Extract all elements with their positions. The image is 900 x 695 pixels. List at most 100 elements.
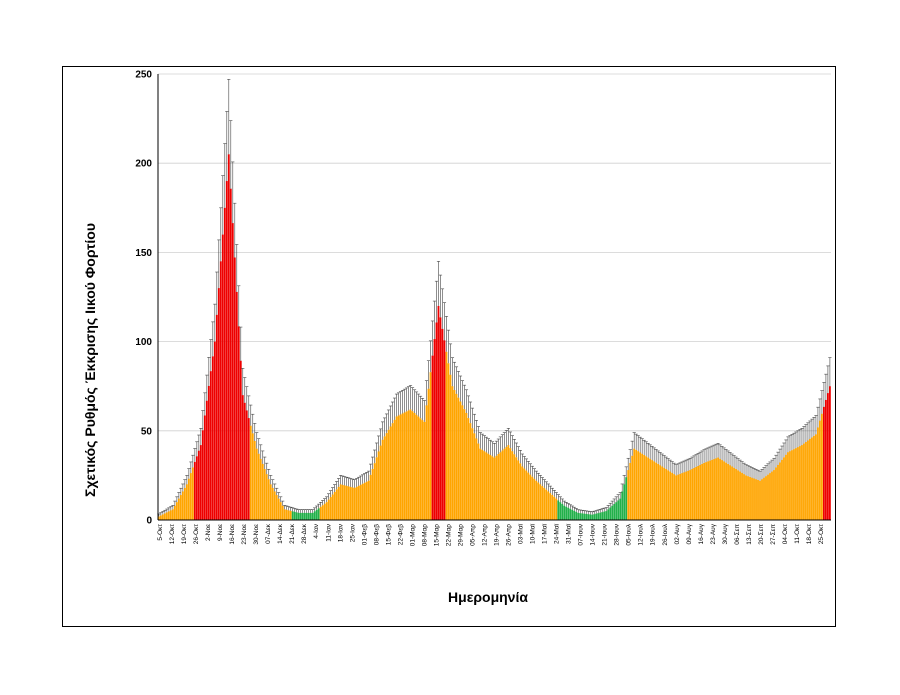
bar <box>697 465 699 520</box>
bar <box>635 449 638 520</box>
bar <box>249 425 252 520</box>
bar <box>301 512 304 520</box>
x-tick-label: 21-Ιουν <box>602 524 609 546</box>
bar <box>389 426 392 520</box>
x-tick-label: 17-Μαϊ <box>542 523 549 544</box>
bar <box>317 508 320 520</box>
bar <box>373 463 376 520</box>
bar <box>219 261 222 520</box>
bar <box>519 463 522 520</box>
bar <box>597 513 600 520</box>
bar <box>673 474 676 520</box>
bar <box>209 371 212 520</box>
x-tick-label: 28-Ιουν <box>614 524 621 546</box>
bar <box>761 479 763 520</box>
bar <box>297 512 300 520</box>
bar <box>667 470 670 520</box>
chart-frame: 0 50 100 150 200 250 5-Οκτ 12-Οκτ 19-Οκτ 26-Οκτ 2… <box>62 66 836 627</box>
bar <box>441 328 444 520</box>
bar <box>199 445 202 520</box>
bar <box>459 401 462 520</box>
bar <box>349 486 352 520</box>
bar <box>791 450 793 520</box>
bar <box>345 485 348 520</box>
bar <box>197 450 200 520</box>
bar <box>201 430 204 520</box>
bar <box>773 470 775 520</box>
bar <box>717 457 719 520</box>
bar <box>401 413 404 520</box>
bar <box>177 498 180 520</box>
bar <box>555 498 558 520</box>
bar <box>803 443 805 520</box>
bar <box>571 509 574 520</box>
bar <box>469 423 472 520</box>
bar <box>347 486 350 520</box>
bar <box>413 412 416 520</box>
bar <box>633 448 636 520</box>
bar <box>529 474 532 520</box>
bar <box>205 400 208 520</box>
bar <box>797 447 799 520</box>
bar <box>489 455 492 520</box>
bar <box>689 470 692 520</box>
x-tick-label: 04-Οκτ <box>782 524 789 545</box>
bar <box>247 418 250 520</box>
x-axis-label: Ημερομηνία <box>448 589 528 605</box>
bar <box>447 363 450 520</box>
bar <box>781 459 783 520</box>
bar <box>763 477 765 520</box>
bar <box>603 511 606 520</box>
bar <box>415 414 418 520</box>
bar <box>573 510 576 520</box>
bar <box>681 473 684 520</box>
bar <box>239 360 242 520</box>
bar <box>693 468 696 520</box>
bar <box>521 466 524 520</box>
x-tick-label: 21-Δεκ <box>289 523 296 544</box>
x-tick-label: 27-Σεπ <box>770 523 777 544</box>
bar <box>563 505 566 520</box>
bar <box>353 487 356 520</box>
bar <box>825 399 827 520</box>
bar <box>185 484 188 520</box>
bar <box>549 493 552 520</box>
bar <box>319 506 322 520</box>
x-tick-label: 05-Απρ <box>469 524 476 546</box>
bar <box>455 393 458 520</box>
bar <box>747 476 749 520</box>
bar <box>189 473 192 520</box>
bar <box>237 326 240 520</box>
bar <box>515 457 518 520</box>
bar <box>279 502 282 520</box>
x-tick-label: 12-Απρ <box>481 524 488 546</box>
bar <box>543 487 546 520</box>
bar <box>741 472 743 520</box>
bar <box>217 288 220 520</box>
bar <box>331 494 334 520</box>
bar <box>375 457 378 520</box>
bar <box>281 505 284 520</box>
bar <box>517 460 520 520</box>
bar <box>599 512 602 520</box>
bar <box>471 428 474 520</box>
bar <box>433 339 436 520</box>
bar <box>607 509 610 520</box>
bar <box>381 439 384 520</box>
bar <box>395 416 398 520</box>
bar <box>579 513 582 520</box>
bar <box>169 510 172 520</box>
error-bars <box>157 79 832 517</box>
bar <box>287 510 290 520</box>
x-tick-label: 15-Μαρ <box>433 524 440 547</box>
x-tick-label: 18-Οκτ <box>806 524 813 545</box>
bar <box>369 474 372 520</box>
bar <box>539 484 542 520</box>
bar <box>641 453 644 520</box>
bar <box>577 512 580 520</box>
bar <box>207 385 210 520</box>
bar <box>405 411 408 520</box>
bar <box>503 448 506 520</box>
bar <box>461 405 464 520</box>
bar <box>807 440 809 520</box>
